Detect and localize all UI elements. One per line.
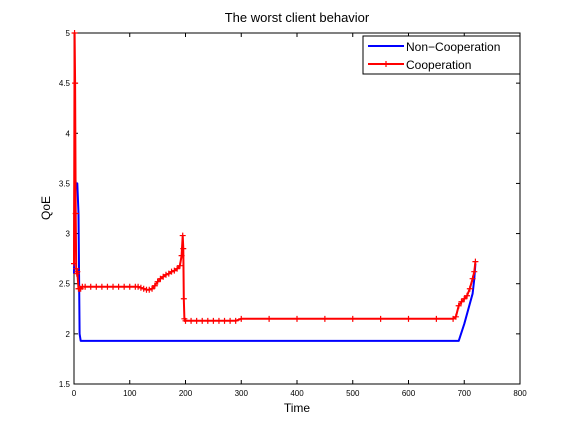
data-point-cooperation [377,315,384,322]
data-point-cooperation [174,265,181,272]
y-tick-label: 2.5 [59,280,71,289]
data-point-cooperation [193,317,200,324]
axis-ticks: 0 100 200 300 400 500 600 700 800 1.5 2 2.5 3 3.5 4 4.5… [59,29,527,398]
y-tick-label: 4 [66,129,71,138]
data-point-cooperation [72,210,79,217]
legend-marker-cooperation [383,61,389,67]
data-point-cooperation [82,283,89,290]
data-point-cooperation [294,315,300,322]
y-tick-label: 5 [66,29,71,38]
data-point-cooperation [210,317,217,324]
data-point-cooperation [87,283,94,290]
data-point-cooperation [204,317,211,324]
data-point-cooperation [471,268,478,275]
y-tick-label: 2 [66,330,71,339]
data-point-cooperation [188,317,195,324]
x-tick-label: 500 [346,389,360,398]
data-point-cooperation [227,317,234,324]
data-point-cooperation [168,268,175,275]
series-layer [71,30,479,342]
data-point-cooperation [405,315,412,322]
data-point-cooperation [71,260,77,267]
data-point-cooperation [464,292,471,299]
data-point-cooperation [140,285,147,292]
data-point-cooperation [178,252,185,259]
data-point-cooperation [98,283,105,290]
x-tick-label: 800 [513,389,527,398]
data-point-cooperation [135,283,142,290]
y-tick-label: 3.5 [59,179,71,188]
x-tick-label: 300 [235,389,249,398]
x-tick-label: 400 [290,389,304,398]
data-point-cooperation [73,265,80,272]
data-point-cooperation [180,295,187,302]
data-point-cooperation [74,268,81,275]
data-point-cooperation [180,245,187,252]
data-point-cooperation [452,313,459,320]
y-tick-label: 1.5 [59,380,71,389]
legend-label-cooperation: Cooperation [406,58,471,72]
x-tick-label: 700 [458,389,472,398]
data-point-cooperation [93,283,100,290]
chart-title: The worst client behavior [225,10,370,25]
data-point-cooperation [221,317,228,324]
data-point-cooperation [121,283,128,290]
data-point-cooperation [71,30,78,36]
data-point-cooperation [146,286,153,293]
data-point-cooperation [179,232,186,239]
legend: Non−Cooperation Cooperation [362,35,521,75]
y-tick-label: 4.5 [59,79,71,88]
data-point-cooperation [126,283,133,290]
y-axis-label: QoE [39,196,53,220]
data-point-cooperation [162,271,169,278]
data-point-cooperation [115,283,122,290]
data-point-cooperation [137,284,144,291]
x-tick-label: 600 [402,389,416,398]
data-point-cooperation [466,285,473,292]
data-point-cooperation [321,315,328,322]
data-point-cooperation [232,317,239,324]
data-point-cooperation [433,315,440,322]
data-point-cooperation [176,262,183,269]
data-point-cooperation [154,278,161,285]
data-point-cooperation [199,317,206,324]
data-point-cooperation [110,283,117,290]
legend-label-non-cooperation: Non−Cooperation [406,40,500,54]
data-point-cooperation [266,315,273,322]
data-point-cooperation [455,302,462,309]
y-tick-label: 3 [66,230,71,239]
x-tick-label: 200 [179,389,193,398]
data-point-cooperation [458,298,465,305]
data-point-cooperation [238,315,245,322]
data-point-cooperation [182,317,189,324]
legend-box [362,35,521,75]
x-tick-label: 100 [123,389,137,398]
x-axis-label: Time [284,401,311,415]
data-point-cooperation [461,295,468,302]
data-point-cooperation [349,315,356,322]
data-point-cooperation [215,317,222,324]
x-tick-label: 0 [72,389,77,398]
data-point-cooperation [72,80,79,87]
data-point-cooperation [104,283,111,290]
plot-area [73,32,521,385]
data-point-cooperation [469,275,476,282]
data-point-cooperation [472,258,479,265]
data-point-cooperation [151,282,158,289]
data-point-cooperation [149,285,156,292]
